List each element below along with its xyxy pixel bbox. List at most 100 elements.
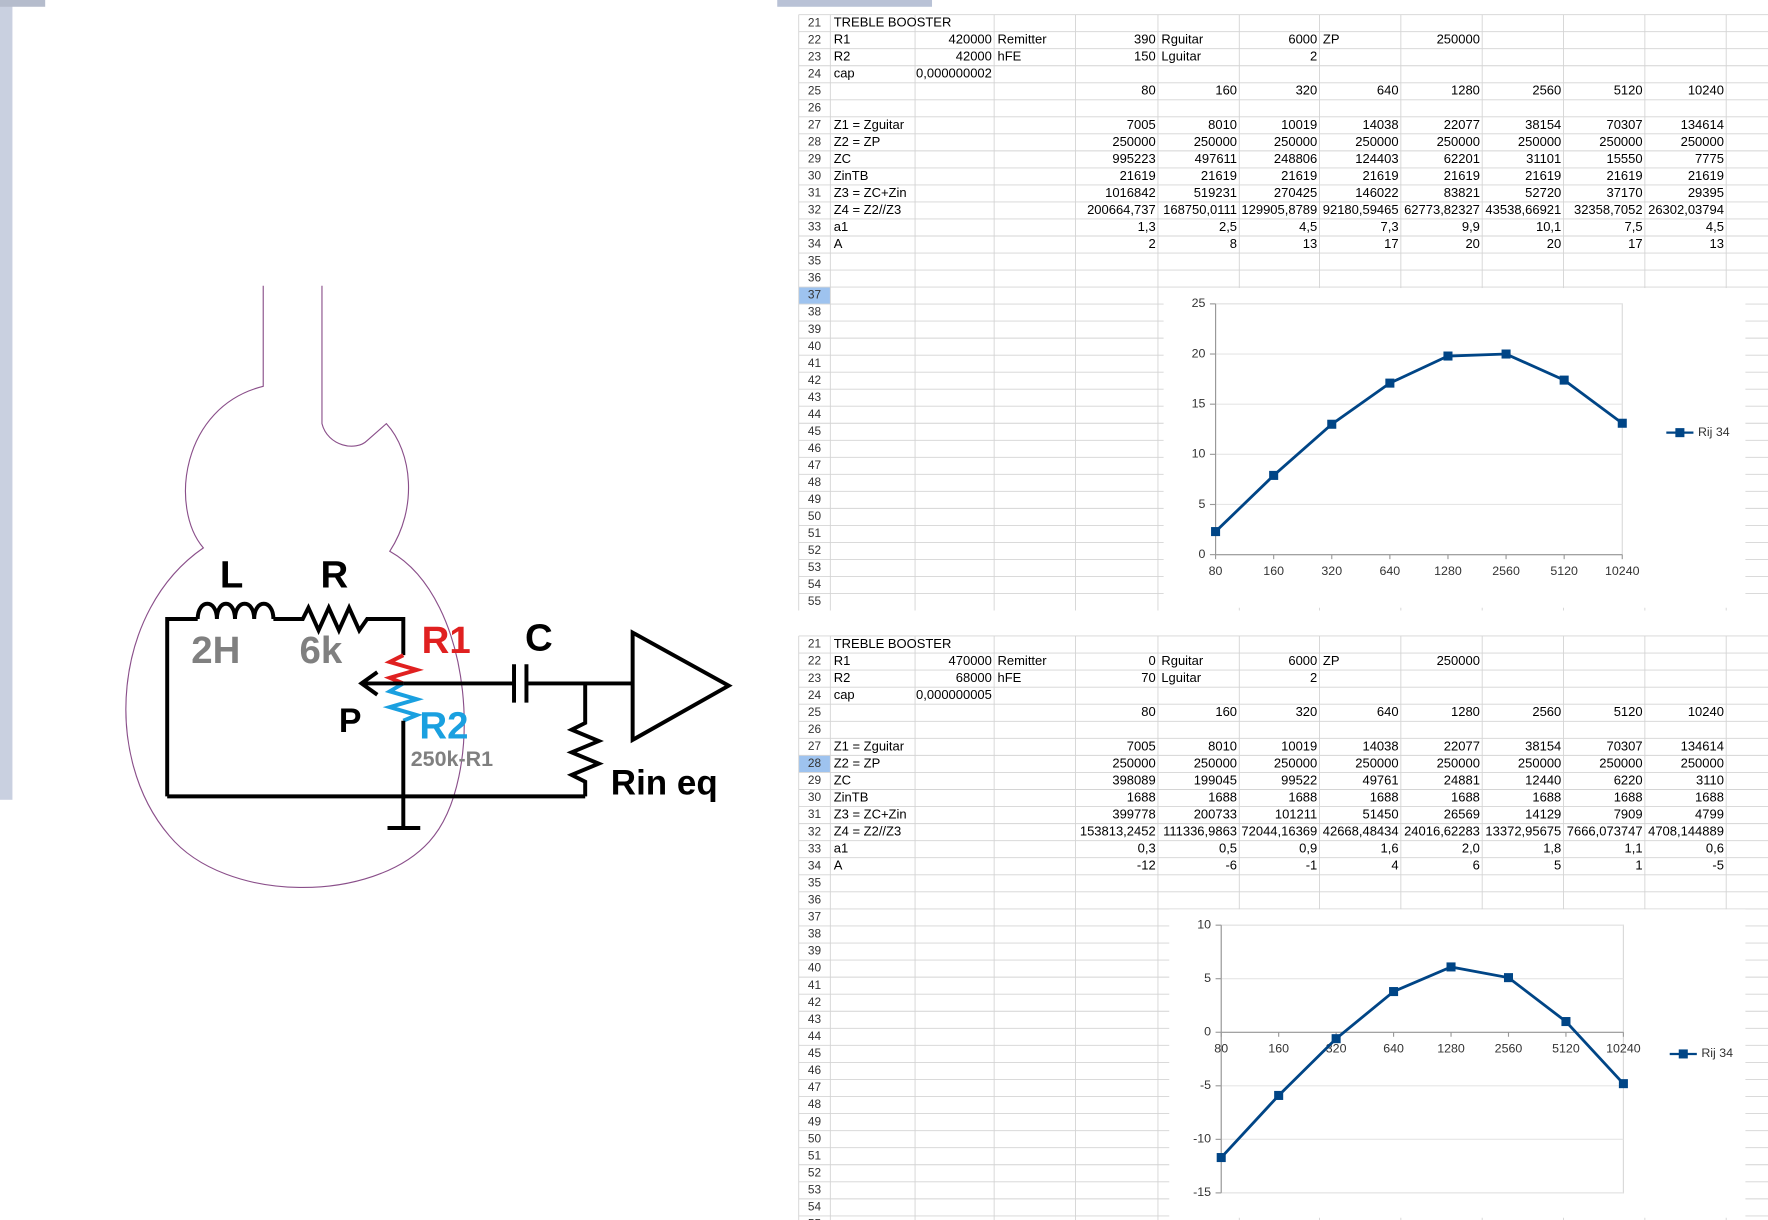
cell: 250000 bbox=[1437, 32, 1480, 47]
x-tick-label: 80 bbox=[1214, 1041, 1228, 1055]
cell: a1 bbox=[834, 841, 848, 856]
row-number: 34 bbox=[808, 858, 822, 872]
cell: 6 bbox=[1473, 858, 1480, 873]
marker bbox=[1617, 418, 1627, 428]
row-number: 45 bbox=[808, 424, 822, 438]
cell: 21619 bbox=[1120, 168, 1156, 183]
cell: ZC bbox=[834, 772, 851, 787]
cell: 0,3 bbox=[1138, 841, 1156, 856]
cell: 250000 bbox=[1112, 134, 1155, 149]
cell: 4,5 bbox=[1299, 219, 1317, 234]
cell: 519231 bbox=[1194, 185, 1237, 200]
cell: A bbox=[834, 236, 843, 251]
marker bbox=[1327, 419, 1337, 429]
row-number: 27 bbox=[808, 739, 821, 753]
y-tick-label: 25 bbox=[1192, 296, 1206, 310]
cell: 320 bbox=[1296, 83, 1318, 98]
x-tick-label: 1280 bbox=[1434, 564, 1462, 578]
spreadsheet: 2122232425262728293031323334353637383940… bbox=[798, 14, 1768, 611]
cell: 1688 bbox=[1370, 789, 1399, 804]
cell: 10019 bbox=[1281, 117, 1317, 132]
cell: 1,8 bbox=[1543, 841, 1561, 856]
row-number: 37 bbox=[808, 288, 821, 302]
cell: 14038 bbox=[1362, 117, 1398, 132]
cell: 1688 bbox=[1451, 789, 1480, 804]
r1-zigzag bbox=[383, 653, 424, 686]
x-tick-label: 2560 bbox=[1495, 1041, 1523, 1055]
cell: Lguitar bbox=[1161, 670, 1201, 685]
chart-background bbox=[1169, 909, 1746, 1218]
cell: 270425 bbox=[1274, 185, 1317, 200]
cell: Z3 = ZC+Zin bbox=[834, 807, 907, 822]
cell: ZP bbox=[1323, 653, 1340, 668]
cell: TREBLE BOOSTER bbox=[834, 636, 952, 651]
cell: -6 bbox=[1225, 858, 1237, 873]
cell: 1,3 bbox=[1138, 219, 1156, 234]
cell: 250000 bbox=[1194, 134, 1237, 149]
cell: 168750,0111 bbox=[1163, 202, 1237, 217]
row-number: 35 bbox=[808, 254, 822, 268]
label: P bbox=[339, 702, 362, 740]
row-number: 23 bbox=[808, 49, 822, 63]
cell: 24016,62283 bbox=[1404, 824, 1480, 839]
row-number: 49 bbox=[808, 492, 822, 506]
cell: -5 bbox=[1712, 858, 1724, 873]
x-tick-label: 640 bbox=[1380, 564, 1401, 578]
x-tick-label: 320 bbox=[1321, 564, 1342, 578]
row-number: 53 bbox=[808, 1182, 822, 1196]
series-line bbox=[1214, 352, 1624, 533]
cell: 7775 bbox=[1695, 151, 1724, 166]
cell: 21619 bbox=[1525, 168, 1561, 183]
cell: 7005 bbox=[1127, 738, 1156, 753]
cell: 111336,9863 bbox=[1163, 824, 1237, 839]
cell: 2,5 bbox=[1219, 219, 1237, 234]
cell: 52720 bbox=[1525, 185, 1561, 200]
cell: 6000 bbox=[1288, 653, 1317, 668]
row-number: 21 bbox=[808, 15, 822, 29]
inductor bbox=[195, 601, 276, 620]
cell: 250000 bbox=[1194, 755, 1237, 770]
cell: 200733 bbox=[1194, 807, 1237, 822]
row-number: 26 bbox=[808, 722, 822, 736]
cell: 1280 bbox=[1451, 83, 1480, 98]
cell: 153813,2452 bbox=[1080, 824, 1156, 839]
cell: 17 bbox=[1628, 236, 1642, 251]
cell: 62773,82327 bbox=[1404, 202, 1480, 217]
y-tick-label: 5 bbox=[1204, 971, 1211, 985]
cell: 37170 bbox=[1606, 185, 1642, 200]
cell: 7666,073747 bbox=[1567, 824, 1643, 839]
cell: 250000 bbox=[1437, 653, 1480, 668]
row-number: 25 bbox=[808, 83, 822, 97]
cell: 250000 bbox=[1437, 755, 1480, 770]
cell: 21619 bbox=[1362, 168, 1398, 183]
cell: 2560 bbox=[1532, 83, 1561, 98]
cell: 72044,16369 bbox=[1241, 824, 1317, 839]
cell: 31101 bbox=[1526, 151, 1561, 166]
cell: 6000 bbox=[1288, 32, 1317, 47]
cell: 42000 bbox=[956, 49, 992, 64]
cell: 0,000000005 bbox=[916, 687, 992, 702]
cell: 7909 bbox=[1614, 807, 1643, 822]
x-tick-label: 5120 bbox=[1552, 1041, 1580, 1055]
spreadsheet: 2122232425262728293031323334353637383940… bbox=[798, 635, 1768, 1220]
row-number: 34 bbox=[808, 237, 822, 251]
cell: R1 bbox=[834, 653, 851, 668]
cell: 1688 bbox=[1288, 789, 1317, 804]
x-tick-label: 160 bbox=[1268, 1041, 1289, 1055]
cell: 129905,8789 bbox=[1241, 202, 1317, 217]
y-tick-label: 5 bbox=[1198, 497, 1205, 511]
cell: 8010 bbox=[1208, 117, 1237, 132]
cell: 640 bbox=[1377, 83, 1399, 98]
cell: 1280 bbox=[1451, 704, 1480, 719]
cell: 399778 bbox=[1112, 807, 1155, 822]
y-tick-label: 0 bbox=[1198, 547, 1205, 561]
row-number: 55 bbox=[808, 594, 822, 608]
load-resistor bbox=[566, 683, 604, 797]
cell: Z2 = ZP bbox=[834, 755, 881, 770]
cell: 1688 bbox=[1614, 789, 1643, 804]
cell: 10240 bbox=[1688, 83, 1724, 98]
row-number: 55 bbox=[808, 1217, 822, 1220]
cell: cap bbox=[834, 687, 855, 702]
marker bbox=[1446, 962, 1456, 972]
cell: 1,1 bbox=[1625, 841, 1643, 856]
